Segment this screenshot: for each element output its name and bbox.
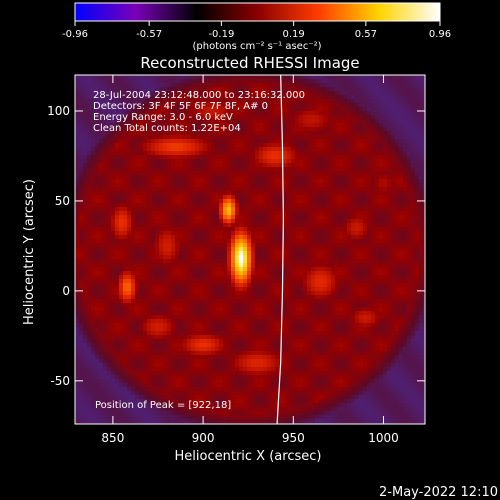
x-axis-label: Heliocentric X (arcsec) [175, 449, 322, 464]
y-axis-label: Heliocentric Y (arcsec) [22, 179, 37, 325]
y-tick-label: 0 [62, 284, 70, 298]
y-tick-label: -50 [50, 374, 70, 388]
info-line-time: 28-Jul-2004 23:12:48.000 to 23:16:32.000 [93, 90, 305, 101]
info-line-counts: Clean Total counts: 1.22E+04 [93, 123, 241, 134]
y-tick-label: 100 [47, 104, 70, 118]
y-tick-label: 50 [55, 194, 70, 208]
info-line-energy: Energy Range: 3.0 - 6.0 keV [93, 112, 233, 123]
plot-frame [74, 74, 426, 425]
colorbar-units: (photons cm⁻² s⁻¹ asec⁻²) [192, 41, 321, 52]
solar-limb-line [276, 75, 284, 424]
colorbar-ticks: -0.96 -0.57 -0.19 0.19 0.57 0.96 [62, 21, 451, 40]
colorbar-tick-label: -0.96 [62, 29, 88, 40]
colorbar-tick-label: 0.96 [429, 29, 451, 40]
colorbar-gradient [74, 2, 441, 22]
observation-info: 28-Jul-2004 23:12:48.000 to 23:16:32.000… [93, 90, 305, 134]
colorbar-tick-label: 0.57 [355, 29, 377, 40]
x-tick-label: 1000 [368, 431, 399, 445]
colorbar-tick-label: -0.19 [208, 29, 234, 40]
colorbar: -0.96 -0.57 -0.19 0.19 0.57 0.96 (photons cm⁻… [62, 2, 451, 52]
peak-position-label: Position of Peak = [922,18] [95, 400, 231, 411]
info-line-detectors: Detectors: 3F 4F 5F 6F 7F 8F, A# 0 [93, 101, 268, 112]
colorbar-tick-label: 0.19 [282, 29, 304, 40]
heatmap [75, 75, 425, 424]
x-axis: 850 900 950 1000 [101, 75, 399, 445]
x-tick-label: 900 [192, 431, 215, 445]
chart-title: Reconstructed RHESSI Image [140, 54, 359, 72]
x-tick-label: 950 [282, 431, 305, 445]
timestamp: 2-May-2022 12:10 [379, 485, 498, 500]
y-axis: -50 0 50 100 [47, 104, 425, 388]
x-tick-label: 850 [101, 431, 124, 445]
colorbar-tick-label: -0.57 [136, 29, 162, 40]
